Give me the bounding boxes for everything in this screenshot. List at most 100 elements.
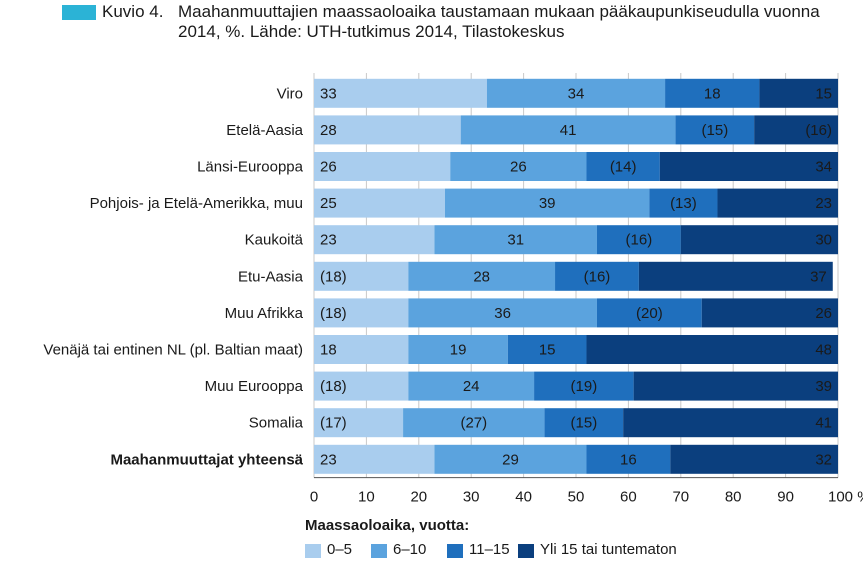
data-label: (19) [571,378,598,395]
category-label: Kaukoitä [245,232,304,249]
x-tick-label: 50 [568,489,585,506]
data-label: 16 [620,451,637,468]
bar-segment [665,78,760,108]
data-label: (15) [571,415,598,432]
data-label: 31 [507,232,524,249]
category-label: Venäjä tai entinen NL (pl. Baltian maat) [43,342,303,359]
category-label: Pohjois- ja Etelä-Amerikka, muu [90,195,303,212]
bar-segment [314,152,451,181]
category-label: Maahanmuuttajat yhteensä [110,451,303,468]
data-label: 30 [815,232,832,249]
data-label: 18 [704,85,721,102]
data-label: (20) [636,305,663,322]
data-label: (16) [626,232,653,249]
x-tick-label: 10 [358,489,375,506]
data-label: 32 [815,451,832,468]
bar-segment [314,371,409,401]
data-label: (16) [584,268,611,285]
bar-segment [314,298,409,328]
data-label: 48 [815,342,832,359]
bar-segment [596,225,681,255]
data-label: 37 [810,268,827,285]
x-tick-label: 0 [310,489,318,506]
data-label: (14) [610,159,637,176]
data-label: 15 [815,85,832,102]
bar-segment [701,298,838,328]
figure-prefix: Kuvio 4. [102,2,164,21]
bar-segment [596,298,702,328]
bar-segment [314,115,461,145]
data-label: 41 [815,415,832,432]
x-tick-label: 70 [672,489,689,506]
data-label: 24 [463,378,480,395]
bar-segment [408,298,597,328]
bar-segment [408,335,508,364]
data-label: 36 [494,305,511,322]
data-label: 29 [502,451,519,468]
category-label: Etelä-Aasia [226,122,303,139]
bar-segment [314,78,487,108]
bar-segment [403,408,545,438]
legend-label: Yli 15 tai tuntematon [540,541,677,558]
data-label: 26 [815,305,832,322]
bar-segment [544,408,624,438]
bar-segment [586,444,671,474]
legend-title: Maassaoloaika, vuotta: [305,517,470,534]
chart-title: Maahanmuuttajien maassaoloaika taustamaa… [178,2,820,41]
bar-segment [486,78,666,108]
bar-segment [314,335,409,364]
data-label: 39 [539,195,556,212]
category-label: Viro [277,85,303,102]
data-label: (18) [320,268,347,285]
bar-segment [670,444,838,474]
data-label: 26 [320,159,337,176]
data-label: 34 [815,159,832,176]
bar-segment [717,188,838,218]
data-label: (17) [320,415,347,432]
data-label: (27) [460,415,487,432]
data-label: 39 [815,378,832,395]
data-label: 18 [320,342,337,359]
bar-segment [586,152,660,181]
x-tick-label: 60 [620,489,637,506]
data-label: (18) [320,378,347,395]
data-label: 28 [473,268,490,285]
bar-segment [408,261,556,291]
legend-label: 11–15 [469,541,510,558]
bar-segment [675,115,755,145]
data-label: 26 [510,159,527,176]
bar-segment [555,261,639,291]
data-label: (18) [320,305,347,322]
bar-segment [586,335,838,364]
bar-segment [659,152,838,181]
data-label: 19 [450,342,467,359]
x-tick-label: 80 [725,489,742,506]
bar-segment [314,261,409,291]
data-label: 34 [568,85,585,102]
bar-segment [445,188,650,218]
x-tick-label: 30 [463,489,480,506]
data-label: 15 [539,342,556,359]
bar-segment [680,225,838,255]
data-label: 23 [320,451,337,468]
legend-swatch [447,544,463,558]
data-label: (16) [805,122,832,139]
bar-segment [314,408,404,438]
legend-label: 6–10 [393,541,427,558]
x-tick-label: 40 [515,489,532,506]
figure-badge [62,5,96,20]
data-label: 23 [320,232,337,249]
x-tick-label: 20 [410,489,427,506]
bar-segment [314,225,435,255]
data-label: (15) [702,122,729,139]
bar-segment [633,371,838,401]
category-label: Etu-Aasia [238,268,304,285]
bar-segment [434,444,587,474]
bar-segment [434,225,597,255]
bar-segment [754,115,838,145]
category-label: Muu Afrikka [225,305,304,322]
bar-segment [408,371,535,401]
bar-segment [623,408,838,438]
bar-segment [638,261,833,291]
legend-swatch [305,544,321,558]
